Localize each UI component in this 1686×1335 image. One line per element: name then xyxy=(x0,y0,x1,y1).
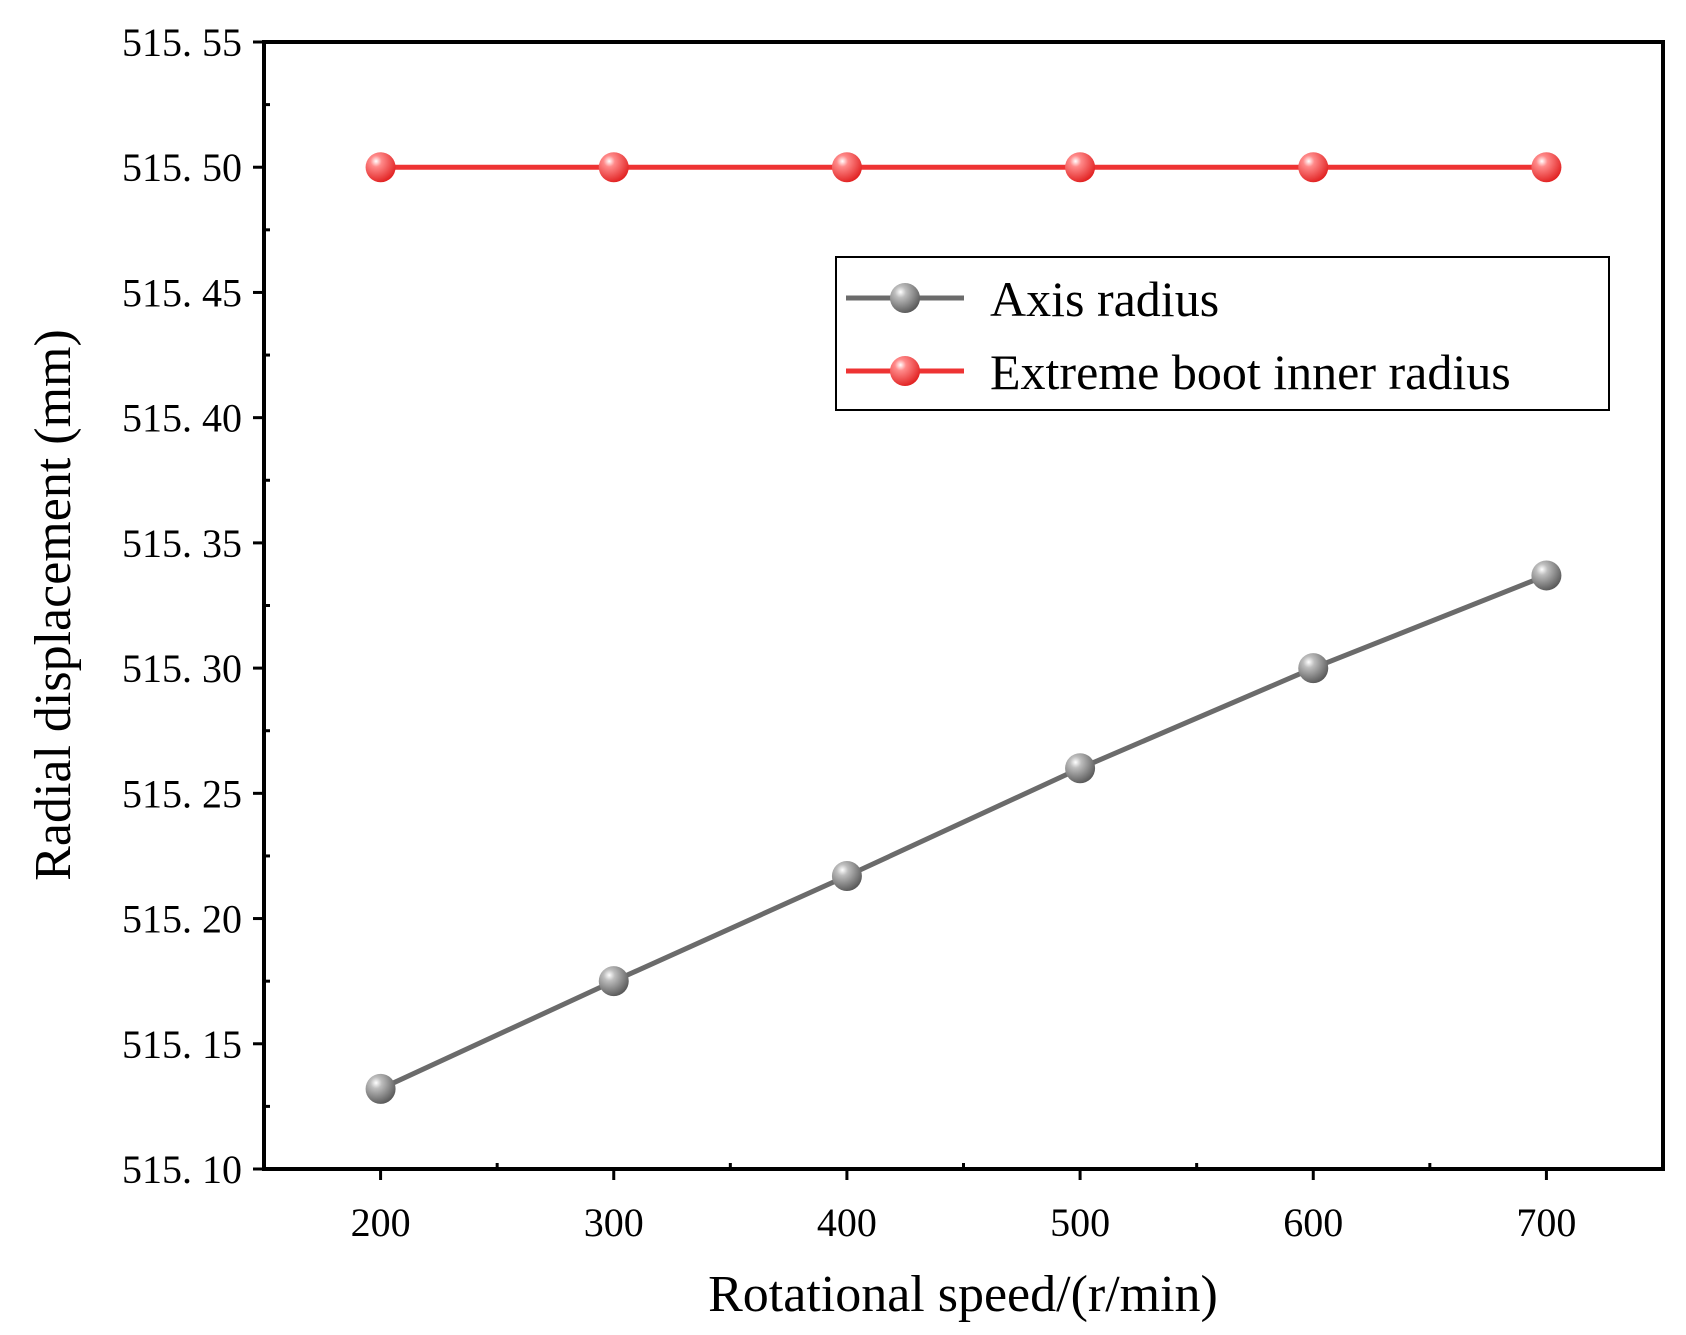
series-line-axis-radius xyxy=(379,573,1548,1092)
data-point-axis-radius xyxy=(831,860,862,891)
x-tick-label: 600 xyxy=(1283,1200,1343,1245)
legend-marker-axis-radius xyxy=(890,283,920,313)
data-point-axis-radius xyxy=(1065,753,1096,784)
legend-label-extreme-boot-inner-radius: Extreme boot inner radius xyxy=(990,344,1511,400)
data-point-extreme-boot-inner-radius xyxy=(598,152,629,183)
data-point-extreme-boot-inner-radius xyxy=(1298,152,1329,183)
legend-label-axis-radius: Axis radius xyxy=(990,271,1219,327)
data-point-axis-radius xyxy=(1298,653,1329,684)
data-point-extreme-boot-inner-radius xyxy=(365,152,396,183)
y-tick-label: 515. 35 xyxy=(122,521,242,566)
x-tick-label: 500 xyxy=(1050,1200,1110,1245)
x-tick-labels: 200 300 400 500 600 700 xyxy=(351,1200,1577,1245)
data-point-extreme-boot-inner-radius xyxy=(1531,152,1562,183)
data-point-axis-radius xyxy=(365,1073,396,1104)
axis-ticks xyxy=(253,40,1548,1180)
y-tick-labels: 515. 10 515. 15 515. 20 515. 25 515. 30 515. … xyxy=(122,20,242,1192)
y-tick-label: 515. 30 xyxy=(122,646,242,691)
y-tick-label: 515. 15 xyxy=(122,1022,242,1067)
legend-marker-extreme-boot-inner-radius xyxy=(890,356,920,386)
y-tick-label: 515. 50 xyxy=(122,145,242,190)
y-tick-label: 515. 55 xyxy=(122,20,242,65)
x-tick-label: 300 xyxy=(584,1200,644,1245)
series-layer xyxy=(365,152,1562,1104)
data-point-extreme-boot-inner-radius xyxy=(1065,152,1096,183)
x-tick-label: 700 xyxy=(1516,1200,1576,1245)
y-tick-label: 515. 10 xyxy=(122,1147,242,1192)
y-axis-title: Radial displacement (mm) xyxy=(25,329,82,881)
data-point-axis-radius xyxy=(598,966,629,997)
x-tick-label: 400 xyxy=(817,1200,877,1245)
x-tick-label: 200 xyxy=(351,1200,411,1245)
y-tick-label: 515. 40 xyxy=(122,396,242,441)
data-point-axis-radius xyxy=(1531,560,1562,591)
data-point-extreme-boot-inner-radius xyxy=(831,152,862,183)
x-axis-title: Rotational speed/(r/min) xyxy=(708,1266,1218,1323)
y-tick-label: 515. 20 xyxy=(122,897,242,942)
plot-frame xyxy=(262,40,1665,1171)
y-tick-label: 515. 25 xyxy=(122,771,242,816)
legend-box xyxy=(835,256,1610,411)
legend: Axis radius Extreme boot inner radius xyxy=(835,256,1610,411)
y-tick-label: 515. 45 xyxy=(122,270,242,315)
